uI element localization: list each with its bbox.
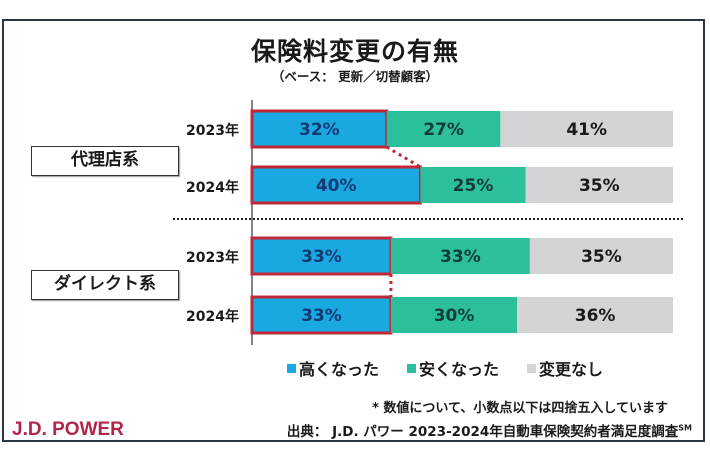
highlight-connector (385, 145, 422, 169)
source-text: 出典： J.D. パワー 2023-2024年自動車保険契約者満足度調査 (286, 424, 679, 440)
data-label: 35% (579, 176, 620, 196)
legend-label: 高くなった (299, 360, 380, 379)
bar-segment (252, 111, 387, 147)
service-mark: SM (678, 423, 692, 433)
bar-segment (500, 111, 673, 147)
legend-swatch (287, 363, 296, 373)
chart-title: 保険料変更の有無 (250, 37, 459, 66)
data-label: 30% (434, 306, 475, 326)
bar-segment (252, 167, 421, 203)
bar-segment (390, 297, 518, 333)
year-label: 2024年 (186, 309, 239, 325)
year-label: 2023年 (186, 250, 239, 266)
legend-label: 安くなった (419, 360, 500, 379)
data-label: 36% (575, 306, 616, 326)
data-label: 25% (453, 176, 494, 196)
group-label-agency: 代理店系 (31, 146, 179, 176)
bar-segment (252, 297, 391, 333)
legend: 高くなった 安くなった 変更なし (287, 356, 603, 380)
legend-label: 変更なし (539, 360, 604, 379)
data-label: 27% (423, 120, 464, 140)
bar-segment (420, 167, 526, 203)
data-label: 33% (440, 247, 481, 267)
bar-segment (517, 297, 673, 333)
bar-segment (390, 238, 530, 274)
bar-segment (525, 167, 673, 203)
chart-frame (2, 19, 705, 442)
legend-item-down: 安くなった (407, 356, 499, 380)
source-citation: 出典： J.D. パワー 2023-2024年自動車保険契約者満足度調査SM (286, 420, 692, 441)
data-label: 40% (316, 176, 357, 196)
footnote: * 数値について、小数点以下は四捨五入しています (372, 401, 668, 416)
year-label: 2023年 (186, 123, 239, 139)
legend-swatch (407, 363, 417, 373)
legend-swatch (527, 363, 537, 373)
bar-segment (386, 111, 501, 147)
data-label: 33% (301, 306, 342, 326)
legend-item-unchanged: 変更なし (527, 356, 603, 380)
chart-subtitle: （ベース： 更新／切替顧客） (271, 69, 439, 84)
data-label: 33% (301, 247, 342, 267)
group-label-direct: ダイレクト系 (31, 270, 179, 300)
bar-segment (252, 238, 391, 274)
jd-power-logo: J.D. POWER (12, 419, 124, 440)
data-label: 41% (566, 120, 607, 140)
data-label: 35% (581, 247, 622, 267)
legend-item-up: 高くなった (287, 356, 379, 380)
data-label: 32% (299, 120, 340, 140)
bar-segment (529, 238, 673, 274)
year-label: 2024年 (186, 180, 239, 196)
